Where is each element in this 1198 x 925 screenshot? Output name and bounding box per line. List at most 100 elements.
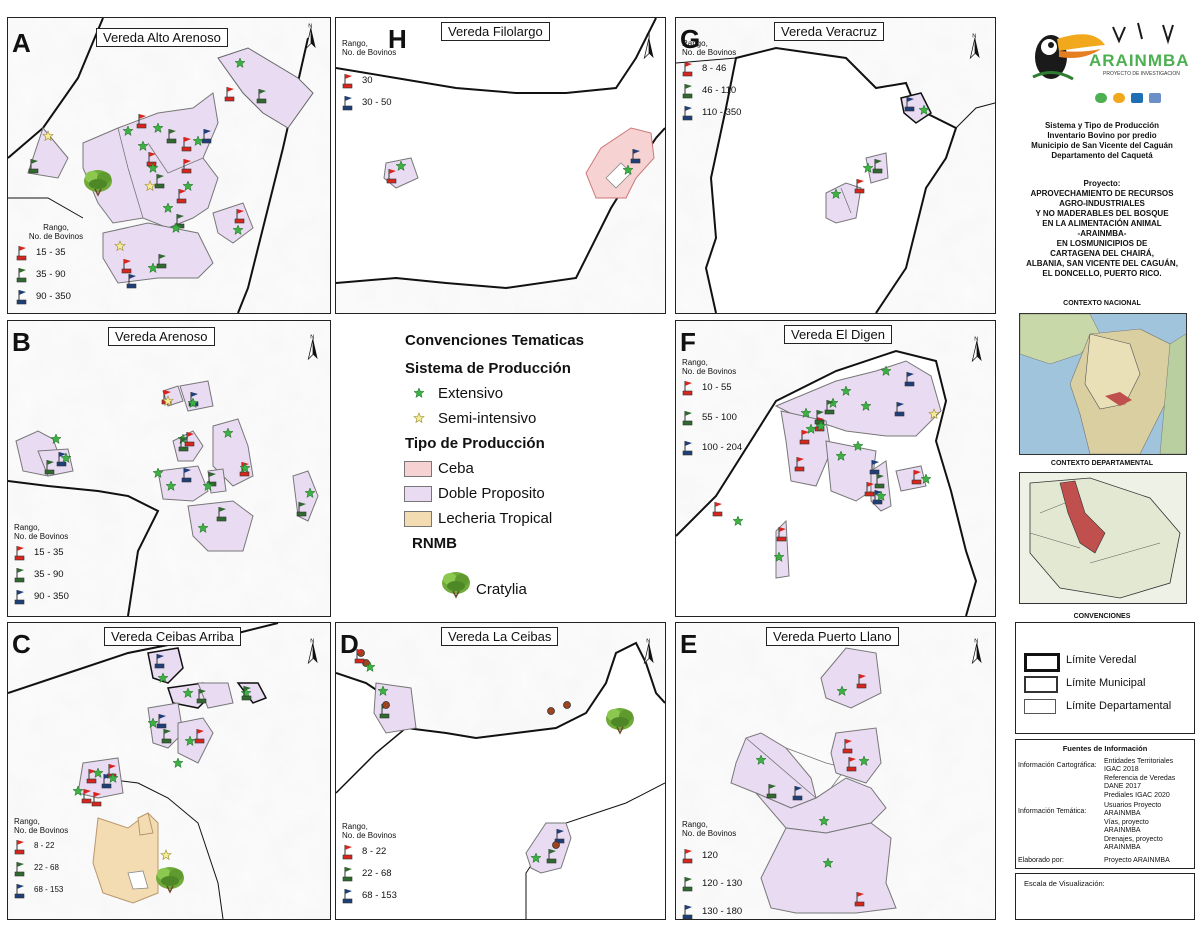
legend-row-mid: 30 - 50 [342, 92, 412, 114]
toucan-logo-icon [1032, 22, 1174, 81]
panel-title: Vereda El Digen [784, 325, 892, 344]
legend-label: 22 - 68 [362, 867, 392, 879]
blue-flag-icon [682, 105, 693, 121]
panel-letter: H [388, 24, 407, 54]
contexto-nacional-label: CONTEXTO NACIONAL [1063, 300, 1141, 307]
lecheria-tropical-swatch [404, 511, 432, 527]
semi-intensivo-label: Semi-intensivo [438, 410, 537, 427]
semi-intensivo-star-icon [413, 412, 425, 423]
legend-header: Rango, No. de Bovinos [28, 223, 84, 241]
extensivo-label: Extensivo [438, 385, 504, 402]
logo-subtitle: PROYECTO DE INVESTIGACION [1103, 71, 1180, 77]
national-context-map [1019, 313, 1187, 455]
ceba-label: Ceba [438, 460, 474, 477]
departmental-context-map [1019, 472, 1187, 604]
sponsor-logos [1095, 93, 1165, 105]
legend-row-mid: 55 - 100 [682, 407, 762, 429]
north-label: N [310, 639, 314, 645]
project-line: Proyecto: [1083, 179, 1121, 188]
departmental-map-graphic [1029, 477, 1181, 599]
green-flag-icon [14, 567, 25, 583]
blue-flag-icon [342, 888, 353, 904]
north-arrow-icon: N [307, 639, 319, 664]
doble-proposito-label: Doble Proposito [438, 485, 545, 502]
legend-row-low: 10 - 55 [682, 377, 762, 399]
red-flag-icon [682, 61, 693, 77]
map-canvas [676, 623, 995, 919]
scale-label: Escala de Visualización: [1024, 879, 1105, 888]
panel-letter: A [12, 28, 31, 58]
red-flag-icon [14, 545, 25, 561]
sponsor-logo-icon [1149, 93, 1161, 103]
project-line: EL DONCELLO, PUERTO RICO. [1042, 269, 1162, 278]
north-arrow-icon: N [971, 337, 983, 362]
north-arrow-icon: N [643, 639, 655, 664]
map-title-line: Departamento del Caquetá [1051, 151, 1153, 160]
north-label: N [646, 639, 650, 645]
limite-departamental-label: Límite Departamental [1066, 700, 1172, 712]
north-label: N [974, 639, 978, 645]
legend-label: 46 - 110 [702, 84, 737, 96]
map-canvas [8, 321, 330, 616]
project-line: EN LA ALIMENTACIÓN ANIMAL [1042, 219, 1162, 228]
legend-row-high: 68 - 153 [342, 885, 422, 907]
legend-label: 110 - 350 [702, 106, 742, 118]
green-flag-icon [682, 83, 693, 99]
map-canvas [336, 18, 665, 313]
limite-municipal-swatch [1024, 676, 1058, 693]
legend-label: 120 [702, 849, 718, 861]
legend-label: 22 - 68 [34, 862, 59, 872]
north-arrow-icon: N [305, 24, 317, 49]
legend-header: Rango, No. de Bovinos [682, 39, 737, 57]
scale-box: Escala de Visualización: [1015, 873, 1195, 920]
sponsor-logo-icon [1113, 93, 1125, 103]
legend-label: 8 - 22 [362, 845, 387, 857]
legend-header: Rango, No. de Bovinos [682, 820, 737, 838]
bovine-range-legend: Rango, No. de Bovinos 8 - 22 22 - 68 68 … [14, 817, 94, 902]
green-flag-icon [682, 410, 693, 426]
legend-label: 90 - 350 [34, 590, 69, 602]
limite-veredal-swatch [1024, 653, 1060, 672]
doble-proposito-swatch [404, 486, 432, 502]
panel-title: Vereda Ceibas Arriba [104, 627, 241, 646]
panel-title: Vereda Alto Arenoso [96, 28, 228, 47]
type-title: Tipo de Producción [405, 435, 545, 452]
map-panel-c: C Vereda Ceibas Arriba N Rango, No. de B… [7, 622, 331, 920]
legend-row-low: 120 [682, 845, 762, 867]
legend-label: 30 [362, 74, 373, 86]
legend-label: 120 - 130 [702, 877, 743, 889]
thematic-conventions: Convenciones Tematicas Sistema de Produc… [400, 328, 650, 618]
legend-label: 100 - 204 [702, 441, 743, 453]
national-map-graphic [1020, 314, 1186, 454]
north-arrow-icon: N [643, 34, 655, 59]
map-panel-f: F Vereda El Digen N Rango, No. de Bovino… [675, 320, 996, 617]
legend-row-high: 90 - 350 [16, 286, 96, 308]
logo-text: ARAINMBA [1089, 51, 1190, 70]
panel-letter: C [12, 629, 31, 659]
ceba-swatch [404, 461, 432, 477]
blue-flag-icon [342, 95, 353, 111]
legend-header: Rango, No. de Bovinos [14, 817, 69, 835]
panel-title: Vereda Filolargo [441, 22, 550, 41]
legend-label: 90 - 350 [36, 290, 71, 302]
legend-row-high: 130 - 180 [682, 901, 762, 919]
legend-row-mid: 35 - 90 [16, 264, 96, 286]
north-arrow-icon: N [307, 335, 319, 360]
blue-flag-icon [16, 289, 27, 305]
legend-label: 15 - 35 [34, 546, 64, 558]
sources-title: Fuentes de Información [1062, 744, 1148, 753]
cartographic-label: Información Cartográfica: [1018, 762, 1097, 769]
convenciones-label: CONVENCIONES [1073, 613, 1131, 620]
green-flag-icon [342, 866, 353, 882]
panel-letter: E [680, 629, 698, 659]
green-flag-icon [682, 876, 693, 892]
map-panel-e: E Vereda Puerto Llano N Rango, No. de Bo… [675, 622, 996, 920]
bovine-range-legend: Rango, No. de Bovinos 30 30 - 50 [342, 39, 412, 114]
legend-row-low: 15 - 35 [16, 242, 96, 264]
legend-row-mid: 22 - 68 [342, 863, 422, 885]
north-label: N [974, 337, 978, 343]
thematic-value: Usuarios Proyecto ARAINMBA Vías, proyect… [1104, 802, 1163, 851]
green-flag-icon [14, 861, 25, 877]
red-flag-icon [14, 839, 25, 855]
sources-box: Fuentes de Información Información Carto… [1015, 739, 1195, 869]
